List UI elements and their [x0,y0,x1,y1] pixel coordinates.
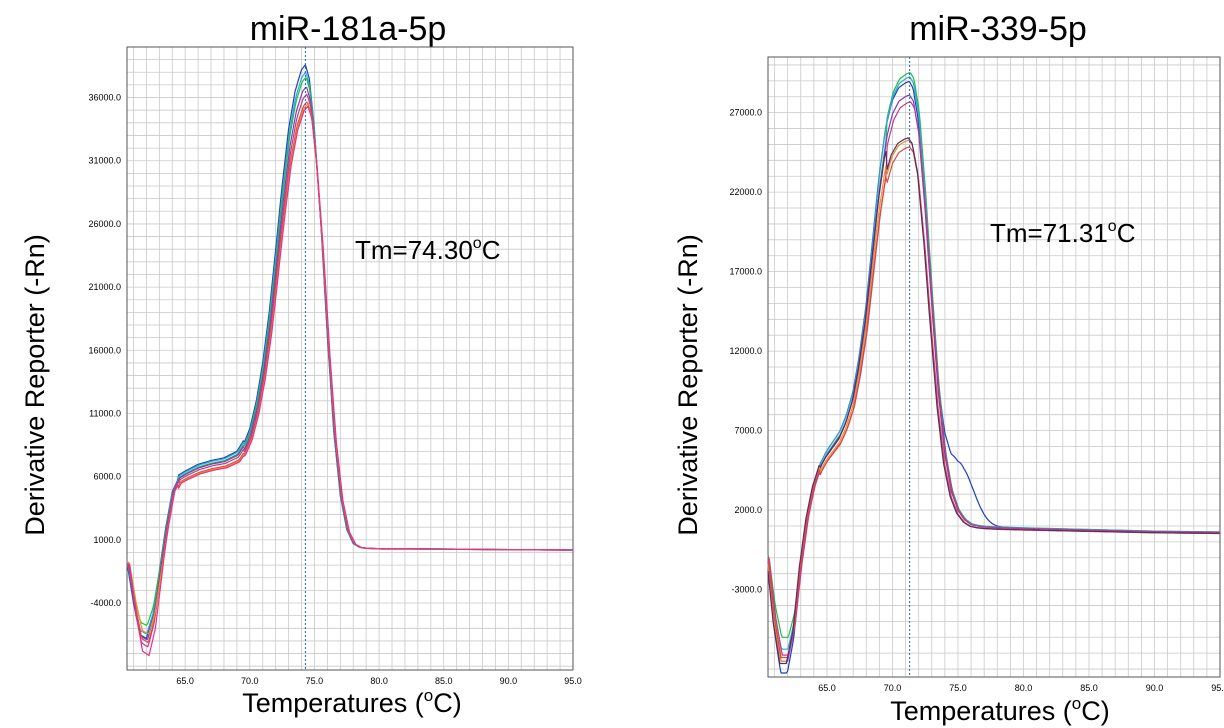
y-tick-label: -4000.0 [90,598,121,608]
y-axis-label: Derivative Reporter (-Rn) [673,234,703,536]
y-tick-label: 12000.0 [729,346,762,356]
plot-frame [767,56,1221,678]
y-tick-label: 21000.0 [88,282,121,292]
x-axis-label: Temperatures (oC) [242,686,462,718]
x-tick-label: 70.0 [884,683,902,693]
melt-curve-chart-mir-339: miR-339-5p Derivative Reporter (-Rn) Tem… [673,10,1224,726]
y-axis-label: Derivative Reporter (-Rn) [20,234,50,536]
x-tick-label: 90.0 [1146,683,1164,693]
plot-area: -3000.0 2000.0 7000.0 12000.0 17000.0 22000.0… [729,56,1224,693]
y-tick-label: 1000.0 [93,535,121,545]
chart-title: miR-181a-5p [250,10,447,48]
y-tick-label: 22000.0 [729,187,762,197]
series-line [767,137,1220,665]
y-tick-label: 2000.0 [734,505,762,515]
chart-title: miR-339-5p [909,10,1087,48]
plot-frame [126,46,574,671]
x-axis-label: Temperatures (oC) [890,694,1110,726]
x-tick-label: 80.0 [370,676,388,686]
y-tick-label: 27000.0 [729,108,762,118]
x-tick-label: 70.0 [241,676,259,686]
tm-annotation: Tm=74.30oC [355,235,500,265]
series-line [127,105,573,657]
y-tick-label: 17000.0 [729,267,762,277]
y-tick-label: 36000.0 [88,93,121,103]
x-tick-label: 75.0 [949,683,967,693]
x-tick-label: 80.0 [1015,683,1033,693]
y-tick-label: 11000.0 [89,408,121,418]
tm-annotation: Tm=71.31oC [990,218,1135,248]
x-tick-label: 75.0 [306,676,324,686]
x-tick-label: 95.0 [1211,683,1224,693]
y-tick-label: 16000.0 [88,345,121,355]
x-tick-label: 85.0 [1080,683,1098,693]
x-tick-label: 65.0 [176,676,194,686]
plot-area: -4000.0 1000.0 6000.0 11000.0 16000.0 21000.0… [88,46,582,686]
melt-curve-chart-mir-181a: miR-181a-5p Derivative Reporter (-Rn) Te… [20,10,582,718]
y-tick-label: 7000.0 [734,426,762,436]
y-tick-label: 26000.0 [88,219,121,229]
plot-background [127,47,573,670]
x-tick-label: 85.0 [435,676,453,686]
y-tick-label: 31000.0 [88,156,121,166]
x-tick-label: 95.0 [564,676,582,686]
y-tick-label: -3000.0 [731,585,762,595]
x-tick-label: 90.0 [500,676,518,686]
x-tick-label: 65.0 [818,683,836,693]
y-tick-label: 6000.0 [93,472,121,482]
